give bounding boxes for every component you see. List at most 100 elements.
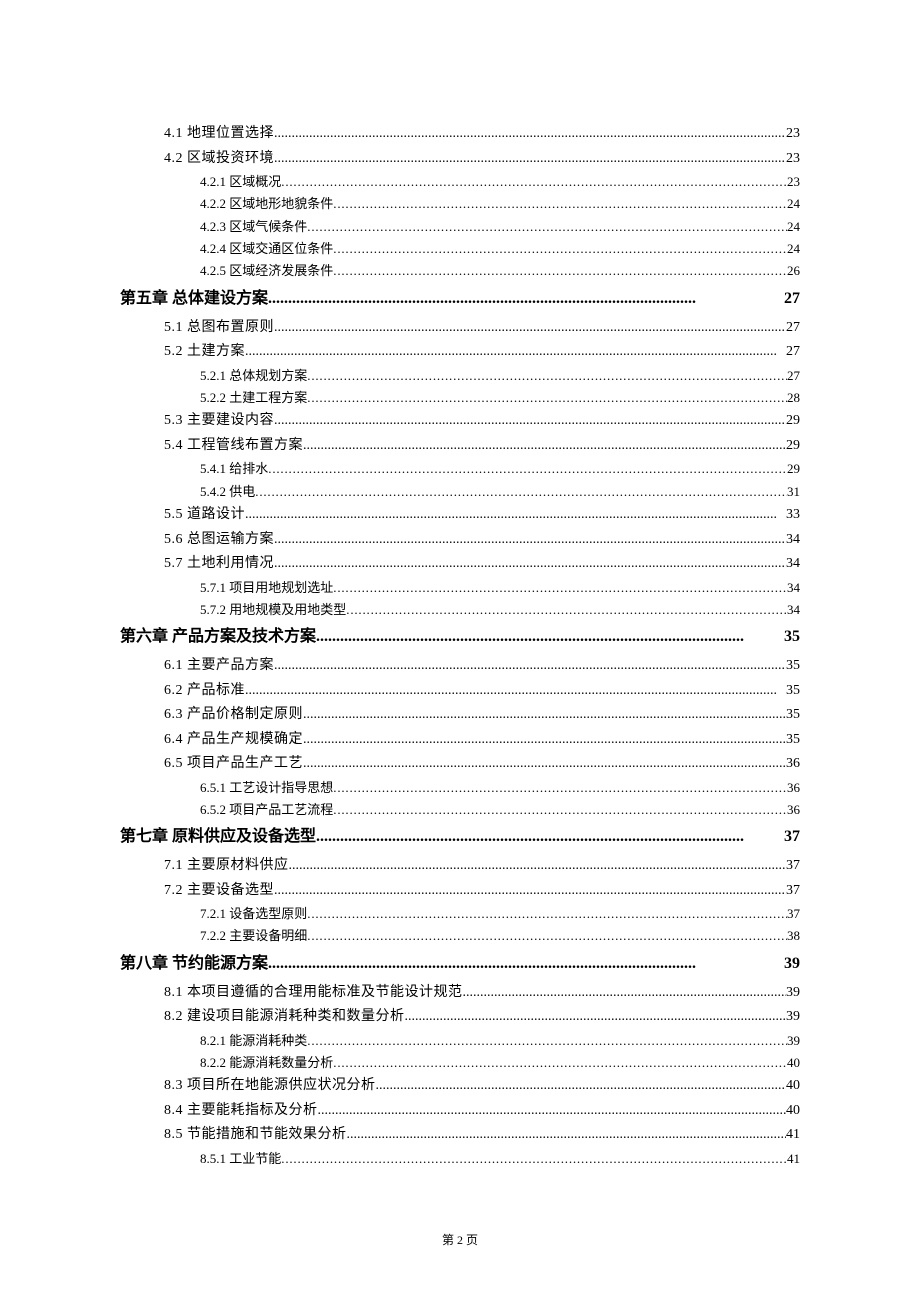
toc-entry-page: 36 — [786, 752, 800, 777]
toc-entry: 6.4 产品生产规模确定 35 — [120, 728, 800, 753]
toc-entry: 5.7.1 项目用地规划选址34 — [120, 577, 800, 599]
toc-entry-title: 第六章 产品方案及技术方案 — [120, 621, 316, 654]
toc-entry-page: 37 — [786, 854, 800, 879]
toc-entry: 4.2.1 区域概况 23 — [120, 171, 800, 193]
toc-leader-dots — [333, 777, 787, 799]
toc-leader-dots — [274, 552, 786, 577]
toc-entry: 8.1 本项目遵循的合理用能标准及节能设计规范39 — [120, 981, 800, 1006]
toc-leader-dots — [268, 283, 784, 316]
toc-entry-page: 34 — [786, 528, 800, 553]
toc-entry-title: 5.4.1 给排水 — [200, 458, 268, 480]
toc-entry-title: 4.2.1 区域概况 — [200, 171, 281, 193]
toc-entry-page: 35 — [786, 654, 800, 679]
toc-leader-dots — [274, 147, 786, 172]
toc-entry: 8.3 项目所在地能源供应状况分析40 — [120, 1074, 800, 1099]
toc-entry: 4.2.3 区域气候条件 24 — [120, 216, 800, 238]
toc-entry-page: 37 — [787, 903, 800, 925]
toc-entry: 8.2 建设项目能源消耗种类和数量分析 39 — [120, 1005, 800, 1030]
toc-entry-title: 7.2 主要设备选型 — [164, 879, 274, 904]
toc-entry-title: 4.2.3 区域气候条件 — [200, 216, 307, 238]
toc-entry-page: 29 — [786, 409, 800, 434]
toc-entry-title: 6.5.1 工艺设计指导思想 — [200, 777, 333, 799]
toc-leader-dots — [303, 752, 786, 777]
toc-entry-title: 6.3 产品价格制定原则 — [164, 703, 303, 728]
toc-entry-page: 39 — [787, 1030, 800, 1052]
toc-entry-title: 4.1 地理位置选择 — [164, 122, 274, 147]
toc-entry-title: 第八章 节约能源方案 — [120, 948, 268, 981]
toc-entry: 4.2 区域投资环境23 — [120, 147, 800, 172]
toc-entry: 第七章 原料供应及设备选型 37 — [120, 821, 800, 854]
toc-entry-page: 39 — [784, 948, 800, 981]
toc-entry-title: 5.4.2 供电 — [200, 481, 255, 503]
toc-leader-dots — [333, 577, 787, 599]
toc-entry-page: 36 — [787, 799, 800, 821]
toc-leader-dots — [307, 216, 787, 238]
toc-entry: 5.3 主要建设内容29 — [120, 409, 800, 434]
toc-entry-page: 35 — [786, 703, 800, 728]
toc-entry-page: 23 — [786, 122, 800, 147]
toc-entry-title: 6.4 产品生产规模确定 — [164, 728, 303, 753]
toc-entry: 6.1 主要产品方案35 — [120, 654, 800, 679]
toc-entry-title: 8.3 项目所在地能源供应状况分析 — [164, 1074, 376, 1099]
toc-leader-dots — [333, 260, 787, 282]
toc-entry-page: 35 — [786, 679, 800, 704]
toc-leader-dots — [307, 925, 787, 947]
toc-leader-dots — [274, 409, 786, 434]
toc-entry: 5.6 总图运输方案 34 — [120, 528, 800, 553]
toc-entry-title: 5.7.1 项目用地规划选址 — [200, 577, 333, 599]
toc-leader-dots — [268, 948, 784, 981]
toc-leader-dots — [347, 1123, 787, 1148]
toc-entry: 4.2.4 区域交通区位条件24 — [120, 238, 800, 260]
toc-leader-dots — [346, 599, 787, 621]
toc-entry: 6.2 产品标准 35 — [120, 679, 800, 704]
toc-entry-title: 5.1 总图布置原则 — [164, 316, 274, 341]
toc-entry: 8.2.2 能源消耗数量分析40 — [120, 1052, 800, 1074]
toc-entry-page: 24 — [787, 216, 800, 238]
toc-entry-title: 4.2 区域投资环境 — [164, 147, 274, 172]
toc-leader-dots — [333, 1052, 787, 1074]
toc-entry-page: 37 — [784, 821, 800, 854]
toc-entry-page: 27 — [787, 365, 800, 387]
toc-leader-dots — [281, 1148, 787, 1170]
toc-entry-title: 第七章 原料供应及设备选型 — [120, 821, 316, 854]
toc-entry: 第五章 总体建设方案 27 — [120, 283, 800, 316]
toc-entry-title: 6.2 产品标准 — [164, 679, 245, 704]
toc-leader-dots — [289, 854, 787, 879]
toc-entry-title: 4.2.5 区域经济发展条件 — [200, 260, 333, 282]
toc-entry-page: 27 — [784, 283, 800, 316]
toc-entry: 8.2.1 能源消耗种类39 — [120, 1030, 800, 1052]
toc-entry: 8.5.1 工业节能41 — [120, 1148, 800, 1170]
toc-entry-page: 38 — [787, 925, 800, 947]
toc-entry: 5.5 道路设计33 — [120, 503, 800, 528]
toc-entry-title: 第五章 总体建设方案 — [120, 283, 268, 316]
toc-leader-dots — [333, 799, 787, 821]
toc-leader-dots — [245, 679, 786, 704]
toc-entry-page: 41 — [786, 1123, 800, 1148]
toc-entry-title: 5.4 工程管线布置方案 — [164, 434, 303, 459]
toc-entry: 5.2.2 土建工程方案28 — [120, 387, 800, 409]
toc-entry-title: 8.2 建设项目能源消耗种类和数量分析 — [164, 1005, 405, 1030]
toc-entry-title: 5.6 总图运输方案 — [164, 528, 274, 553]
toc-leader-dots — [333, 238, 787, 260]
toc-leader-dots — [274, 122, 786, 147]
toc-entry: 4.1 地理位置选择 23 — [120, 122, 800, 147]
toc-entry-title: 7.2.2 主要设备明细 — [200, 925, 307, 947]
toc-entry-page: 40 — [786, 1099, 800, 1124]
toc-entry: 7.1 主要原材料供应 37 — [120, 854, 800, 879]
toc-entry-page: 35 — [786, 728, 800, 753]
toc-entry: 5.4.1 给排水 29 — [120, 458, 800, 480]
toc-entry-page: 27 — [786, 316, 800, 341]
toc-leader-dots — [303, 728, 786, 753]
toc-entry-title: 7.1 主要原材料供应 — [164, 854, 289, 879]
toc-leader-dots — [405, 1005, 787, 1030]
toc-entry-title: 5.7 土地利用情况 — [164, 552, 274, 577]
toc-entry-page: 23 — [787, 171, 800, 193]
toc-entry-page: 39 — [786, 1005, 800, 1030]
toc-entry-title: 6.5 项目产品生产工艺 — [164, 752, 303, 777]
toc-leader-dots — [318, 1099, 787, 1124]
toc-leader-dots — [463, 981, 787, 1006]
toc-leader-dots — [281, 171, 787, 193]
toc-entry-page: 29 — [787, 458, 800, 480]
toc-entry-page: 28 — [787, 387, 800, 409]
toc-leader-dots — [274, 654, 786, 679]
